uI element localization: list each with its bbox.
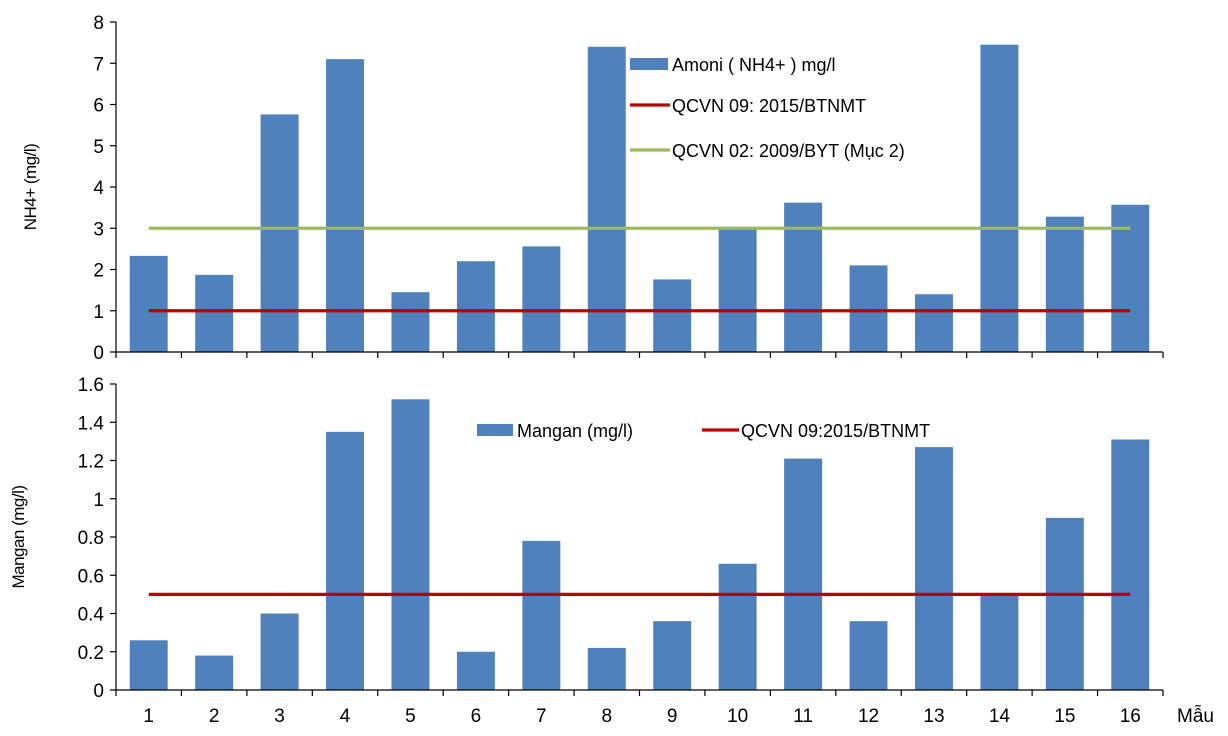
- bar-1-2: [195, 274, 234, 352]
- legend-label-2-2: QCVN 09:2015/BTNMT: [741, 421, 930, 441]
- bar-1-6: [456, 261, 495, 352]
- x-tick-label-1: 1: [143, 706, 154, 727]
- x-axis-title: Mẫu: [1177, 705, 1214, 727]
- x-tick-label-9: 9: [667, 706, 678, 727]
- bar-2-4: [326, 431, 364, 690]
- y-tick-label-1-2: 2: [93, 261, 104, 282]
- legend-swatch-2-1: [477, 424, 513, 436]
- x-tick-label-2: 2: [209, 706, 220, 727]
- y-tick-label-1-8: 8: [93, 13, 104, 34]
- bar-2-1: [129, 640, 168, 690]
- bar-2-11: [784, 458, 823, 690]
- x-tick-label-14: 14: [989, 706, 1011, 727]
- legend-label-2-1: Mangan (mg/l): [517, 421, 633, 441]
- y-tick-label-2-5: 1: [93, 490, 104, 511]
- y-tick-label-2-3: 0.6: [78, 566, 104, 587]
- bar-2-10: [718, 563, 757, 690]
- bar-1-9: [653, 279, 692, 352]
- y-tick-label-2-7: 1.4: [78, 413, 105, 434]
- bar-1-5: [391, 292, 430, 352]
- bar-2-5: [391, 399, 430, 690]
- legend-2: Mangan (mg/l) QCVN 09:2015/BTNMT: [477, 421, 930, 441]
- y-tick-label-2-8: 1.6: [78, 375, 104, 396]
- y-tick-label-2-1: 0.2: [78, 643, 104, 664]
- x-tick-label-5: 5: [405, 706, 416, 727]
- bar-2-14: [980, 594, 1019, 691]
- bar-2-2: [195, 655, 234, 690]
- bar-1-11: [784, 202, 823, 352]
- y-tick-label-1-7: 7: [93, 54, 104, 75]
- y-tick-label-1-1: 1: [93, 302, 104, 323]
- bar-2-7: [522, 540, 561, 690]
- x-tick-label-16: 16: [1120, 706, 1141, 727]
- bar-1-3: [260, 114, 299, 353]
- x-tick-label-15: 15: [1054, 706, 1075, 727]
- x-tick-label-6: 6: [471, 706, 482, 727]
- y-tick-label-2-2: 0.4: [78, 605, 105, 626]
- x-tick-label-10: 10: [727, 706, 748, 727]
- y-axis-title-1: NH4+ (mg/l): [21, 144, 40, 231]
- bar-1-8: [587, 46, 626, 352]
- bar-1-15: [1045, 216, 1084, 352]
- chart-panel-1: 0 1 2 3 4 5 6 7 8 NH4+ (mg/l) Amoni ( NH4+ ) mg/l Q…: [21, 13, 1164, 364]
- legend-label-1-3: QCVN 02: 2009/BYT (Mục 2): [672, 141, 905, 161]
- bar-1-7: [522, 246, 561, 352]
- bar-2-12: [849, 621, 888, 690]
- bar-1-12: [849, 265, 888, 353]
- y-tick-label-1-0: 0: [93, 343, 104, 364]
- bar-2-8: [587, 647, 626, 690]
- x-tick-label-12: 12: [858, 706, 879, 727]
- bar-1-1: [129, 255, 168, 352]
- legend-label-1-1: Amoni ( NH4+ ) mg/l: [672, 55, 836, 75]
- x-tick-label-7: 7: [536, 706, 547, 727]
- x-tick-label-4: 4: [340, 706, 351, 727]
- y-tick-label-2-4: 0.8: [78, 528, 104, 549]
- chart-panel-2: 00.20.40.60.811.21.41.61 2 3 4 5 6 7 8 9 10 11 12 13…: [9, 375, 1214, 727]
- bar-2-6: [456, 651, 495, 690]
- x-tick-label-13: 13: [923, 706, 944, 727]
- bar-2-13: [914, 447, 953, 690]
- y-axis-title-2: Mangan (mg/l): [9, 485, 28, 588]
- legend-swatch-1-1: [630, 58, 668, 70]
- bar-1-14: [980, 44, 1019, 352]
- bar-2-9: [653, 621, 692, 690]
- bar-1-4: [326, 59, 364, 353]
- y-tick-label-1-3: 3: [93, 219, 104, 240]
- bar-2-16: [1111, 439, 1150, 690]
- bar-2-15: [1045, 517, 1084, 691]
- x-tick-label-3: 3: [274, 706, 285, 727]
- y-tick-label-1-4: 4: [93, 178, 104, 199]
- bar-1-13: [914, 294, 953, 352]
- x-tick-label-11: 11: [793, 706, 813, 727]
- legend-label-1-2: QCVN 09: 2015/BTNMT: [672, 96, 866, 116]
- y-tick-label-1-6: 6: [93, 96, 104, 117]
- bar-1-10: [718, 228, 757, 352]
- y-tick-label-2-0: 0: [93, 681, 104, 702]
- legend-1: Amoni ( NH4+ ) mg/l QCVN 09: 2015/BTNMT QC…: [630, 55, 905, 161]
- x-tick-label-8: 8: [601, 706, 612, 727]
- bar-2-3: [260, 613, 299, 690]
- y-tick-label-1-5: 5: [93, 137, 104, 158]
- y-tick-label-2-6: 1.2: [78, 452, 104, 473]
